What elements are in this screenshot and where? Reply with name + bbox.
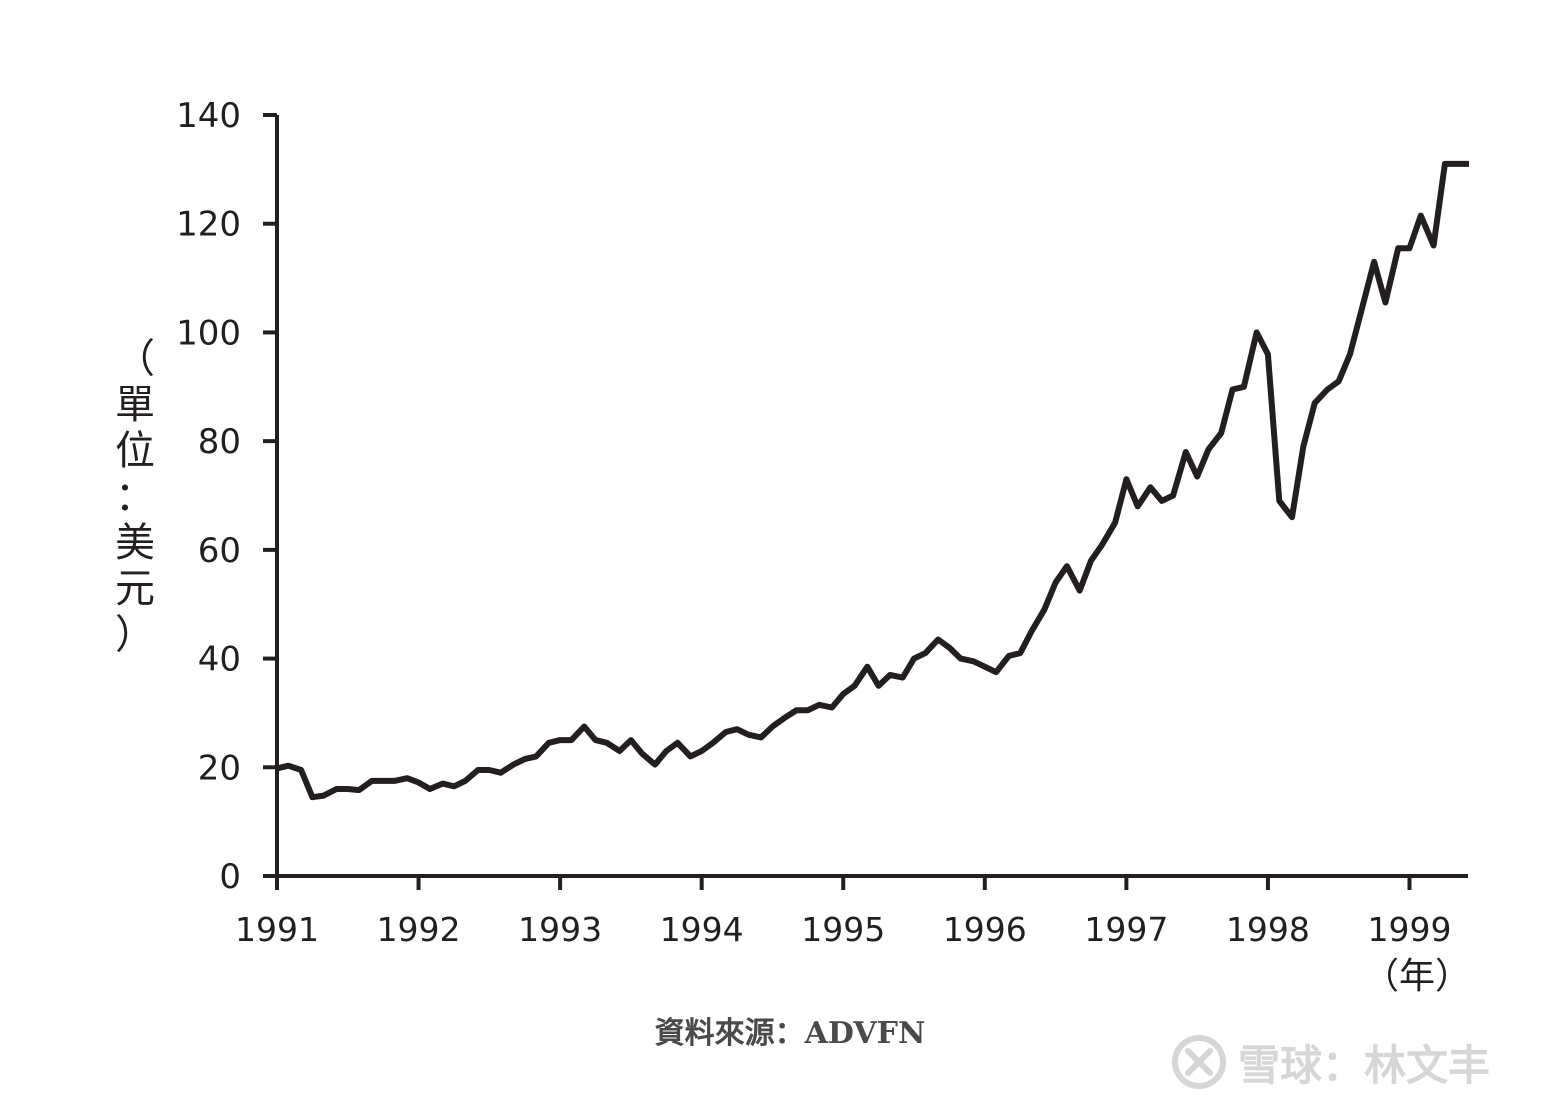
- x-tick-label: 1999: [1368, 910, 1452, 949]
- source-caption: 資料來源：ADVFN: [654, 1016, 926, 1051]
- y-axis-label: （單位：美元）: [115, 336, 155, 658]
- snowball-logo-icon: [1172, 1035, 1226, 1089]
- y-tick-label: 20: [198, 748, 241, 788]
- watermark: 雪球：林文丰: [1170, 1030, 1530, 1094]
- x-tick-label: 1996: [943, 910, 1027, 949]
- y-axis: 0 20 40 60 80 100 120 140: [176, 96, 279, 897]
- x-tick-label: 1993: [518, 910, 602, 949]
- y-tick-label: 140: [176, 96, 241, 136]
- y-tick-label: 40: [198, 640, 241, 680]
- y-axis-label-char: 元: [115, 566, 155, 612]
- y-axis-label-char: 美: [115, 520, 155, 566]
- x-tick-label: 1994: [660, 910, 744, 949]
- series-line: [276, 160, 1469, 801]
- x-tick-label: 1991: [235, 910, 319, 949]
- y-axis-label-char: 單: [115, 382, 155, 428]
- y-axis-label-char: ）: [115, 612, 155, 658]
- y-axis-label-char: 位: [115, 428, 155, 474]
- watermark-text: 雪球：林文丰: [1238, 1040, 1491, 1090]
- y-tick-label: 60: [198, 531, 241, 571]
- x-axis: 1991 1992 1993 1994 1995 1996 1997 1998 1999: [235, 874, 1468, 949]
- y-tick-label: 120: [176, 205, 241, 245]
- y-tick-label: 100: [176, 313, 241, 353]
- y-axis-label-char: ：: [115, 474, 155, 520]
- x-tick-label: 1998: [1226, 910, 1310, 949]
- x-tick-label: 1997: [1084, 910, 1168, 949]
- y-tick-label: 0: [219, 857, 241, 897]
- y-axis-label-char: （: [115, 336, 155, 382]
- y-tick-label: 80: [198, 422, 241, 462]
- x-tick-label: 1992: [377, 910, 461, 949]
- x-tick-label: 1995: [801, 910, 885, 949]
- x-axis-unit-label: （年）: [1363, 956, 1471, 997]
